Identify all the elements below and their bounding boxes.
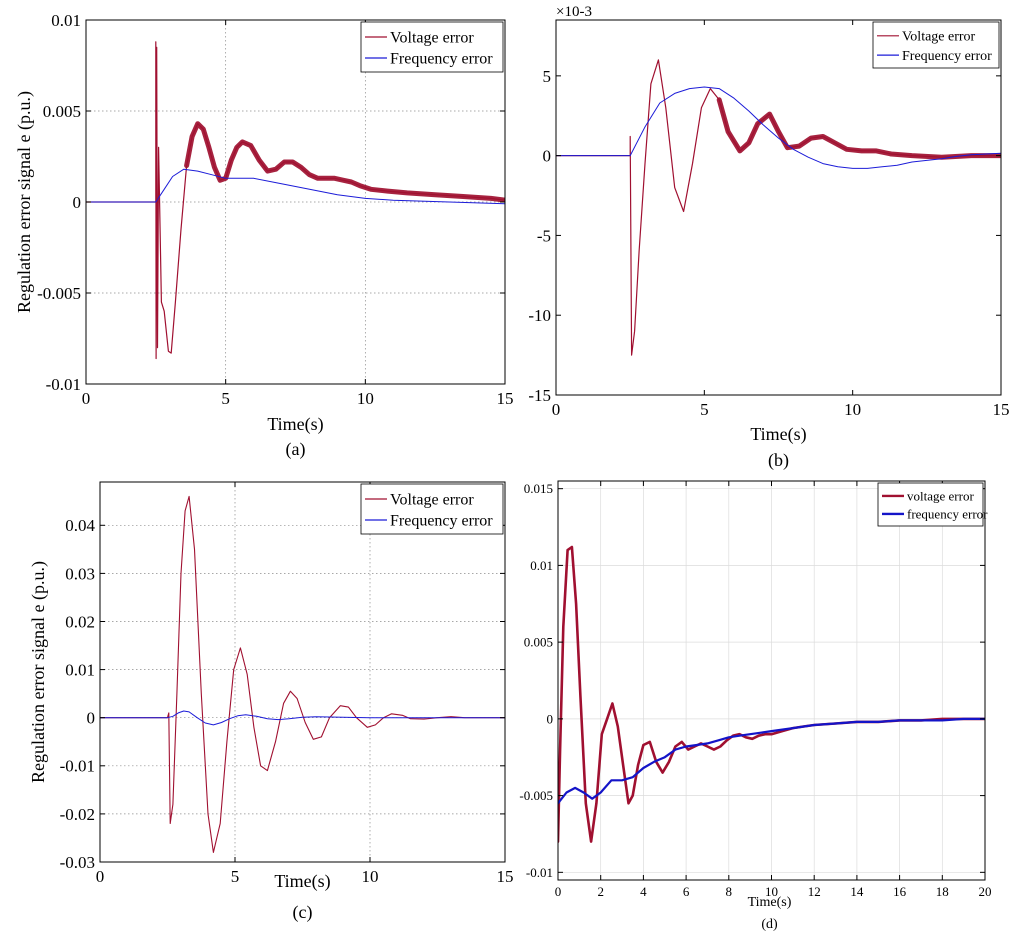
y-tick-label: -0.01 [526, 865, 553, 880]
plot-area [555, 19, 1002, 396]
series-line-frequency [86, 168, 505, 205]
legend: voltage error frequency error [877, 482, 988, 527]
y-tick-label: 0.01 [51, 11, 81, 30]
series-group [556, 59, 1001, 356]
y-tick-label: -0.03 [60, 853, 95, 872]
y-tick-label: 0.015 [524, 481, 553, 496]
panel-label: (c) [293, 902, 313, 923]
y-tick-label: 0.02 [65, 612, 95, 631]
panel-b: 0 5 10 15 -15 -10 -5 0 5 ×10-3 Time(s) (b) Voltage e… [528, 4, 1009, 471]
panel-c: 0 5 10 15 -0.03 -0.02 -0.01 0 0.01 0.02 0.03 0.04 Ti… [28, 481, 514, 923]
y-tick-label: -15 [528, 386, 551, 405]
legend-box [360, 21, 504, 73]
legend-box [877, 482, 984, 527]
x-tick-label: 10 [844, 400, 861, 419]
x-tick-label: 12 [808, 884, 821, 899]
series-line-frequency [100, 710, 505, 726]
legend-entry-label: voltage error [907, 488, 974, 503]
y-tick-label: 0.005 [43, 102, 81, 121]
x-tick-label: 15 [993, 400, 1010, 419]
y-tick-label: 0.04 [65, 516, 95, 535]
y-tick-label: -0.01 [60, 757, 95, 776]
y-tick-label: -0.02 [60, 805, 95, 824]
series-group [86, 41, 505, 360]
y-tick-label: -0.005 [37, 284, 81, 303]
y-axis-label: Regulation error signal e (p.u.) [28, 561, 49, 783]
y-tick-label: 0.03 [65, 564, 95, 583]
legend-box [360, 483, 504, 535]
x-tick-label: 6 [683, 884, 690, 899]
y-tick-label: -5 [537, 226, 551, 245]
x-tick-label: 0 [82, 389, 91, 408]
x-tick-label: 5 [700, 400, 709, 419]
x-axis-label: Time(s) [748, 895, 792, 910]
y-tick-label: 5 [543, 67, 552, 86]
x-tick-label: 15 [497, 389, 514, 408]
panel-label: (b) [768, 450, 789, 471]
legend-entry-label: Voltage error [390, 30, 474, 47]
x-tick-label: 10 [765, 884, 778, 899]
legend-entry-label: Frequency error [390, 513, 493, 530]
series-line-frequency [556, 86, 1001, 169]
y-axis-label: Regulation error signal e (p.u.) [14, 91, 35, 313]
x-tick-label: 8 [726, 884, 733, 899]
legend-entry-label: frequency error [907, 507, 988, 522]
x-tick-label: 10 [357, 389, 374, 408]
x-tick-label: 5 [221, 389, 230, 408]
x-tick-label: 0 [96, 867, 105, 886]
plot-area [99, 481, 506, 863]
series-oscillation-band [184, 121, 505, 203]
y-tick-label: 0 [543, 147, 552, 166]
legend-entry-label: Frequency error [902, 49, 992, 64]
series-oscillation-band [716, 97, 1001, 160]
x-axis-label: Time(s) [750, 424, 806, 445]
x-tick-label: 20 [979, 884, 992, 899]
plot-frame [99, 481, 506, 863]
legend-entry-label: Frequency error [390, 51, 493, 68]
series-line-voltage [100, 495, 505, 853]
legend-box [872, 21, 1000, 69]
x-axis-label: Time(s) [267, 414, 323, 435]
y-tick-label: -10 [528, 306, 551, 325]
x-tick-label: 4 [640, 884, 647, 899]
legend: Voltage error Frequency error [360, 483, 504, 535]
y-tick-label: 0 [87, 709, 96, 728]
y-tick-label: 0.005 [524, 635, 553, 650]
x-axis-label: Time(s) [274, 871, 330, 892]
panel-a: 0 5 10 15 -0.01 -0.005 0 0.005 0.01 Time(s) Regula… [14, 11, 514, 460]
x-tick-label: 10 [362, 867, 379, 886]
y-tick-label: 0 [547, 711, 554, 726]
y-tick-label: -0.005 [519, 788, 553, 803]
y-tick-label: -0.01 [46, 375, 81, 394]
x-tick-label: 14 [850, 884, 864, 899]
x-tick-label: 5 [231, 867, 240, 886]
legend: Voltage error Frequency error [360, 21, 504, 73]
series-group [100, 495, 505, 853]
x-tick-label: 2 [597, 884, 604, 899]
panel-label: (d) [761, 917, 778, 932]
series-group [558, 545, 985, 843]
x-tick-label: 15 [497, 867, 514, 886]
y-tick-label: 0.01 [530, 558, 553, 573]
y-tick-label: 0 [73, 193, 82, 212]
x-tick-label: 16 [893, 884, 907, 899]
y-tick-label: 0.01 [65, 661, 95, 680]
x-tick-label: 0 [552, 400, 561, 419]
series-line-frequency_bold [558, 717, 985, 805]
panel-label: (a) [286, 439, 306, 460]
legend-entry-label: Voltage error [902, 30, 976, 45]
panel-d: 0 2 4 6 8 10 12 14 16 18 20 -0.01 -0.005 0 0.005 0.01 0.… [519, 480, 992, 932]
y-exponent-label: ×10-3 [556, 4, 592, 20]
plot-frame [555, 19, 1002, 396]
legend-entry-label: Voltage error [390, 492, 474, 509]
x-tick-label: 18 [936, 884, 949, 899]
x-tick-label: 0 [555, 884, 562, 899]
legend: Voltage error Frequency error [872, 21, 1000, 69]
